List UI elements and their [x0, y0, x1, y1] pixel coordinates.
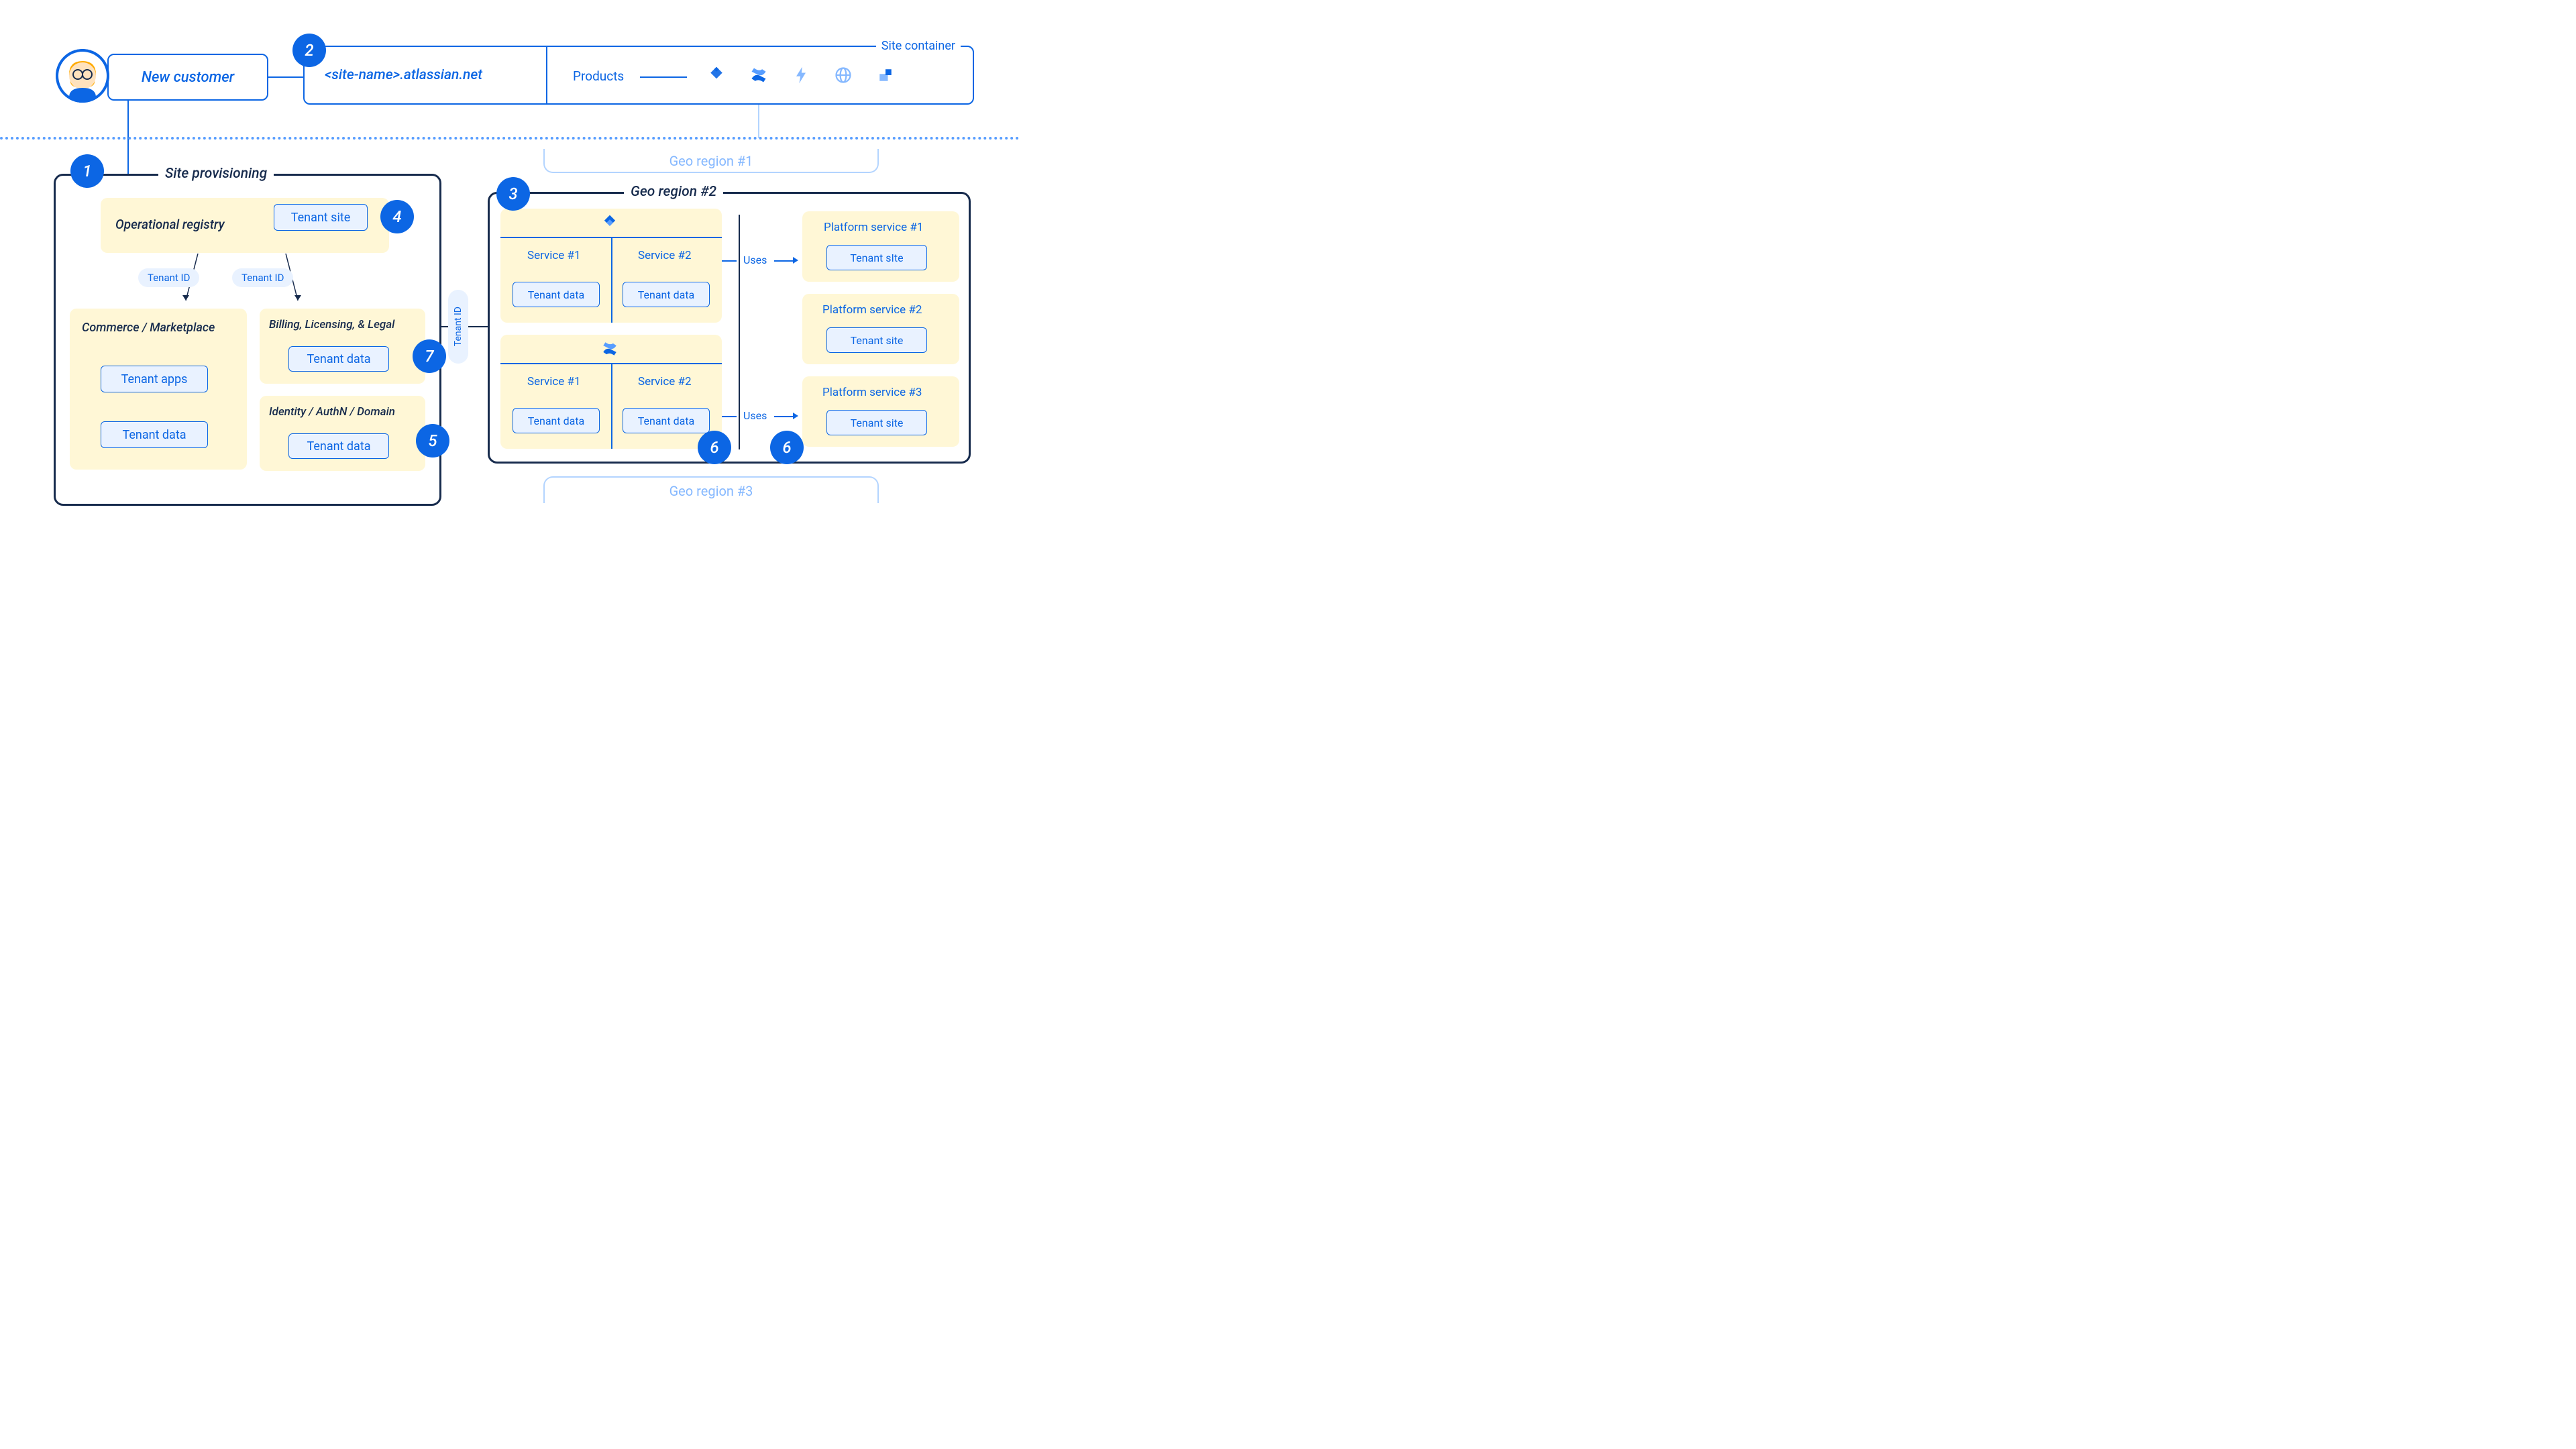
tenant-data-conf-1: Tenant data — [513, 408, 600, 433]
badge-2: 2 — [292, 34, 326, 67]
site-geo-vline — [758, 105, 759, 138]
commerce-label: Commerce / Marketplace — [82, 321, 215, 335]
uses-line-2b — [774, 416, 793, 417]
service-2-label-b: Service #2 — [638, 375, 692, 388]
uses-label-1: Uses — [743, 254, 767, 266]
bolt-icon — [792, 66, 810, 85]
tenant-data-conf-2: Tenant data — [623, 408, 710, 433]
site-container-label: Site container — [876, 39, 961, 53]
geo-region-1-label: Geo region #1 — [669, 153, 753, 169]
identity-label: Identity / AuthN / Domain — [269, 405, 395, 419]
platform-1-label: Platform service #1 — [824, 221, 923, 234]
operational-registry-label: Operational registry — [115, 217, 225, 232]
connector-line — [268, 76, 303, 78]
uses-line-2 — [722, 416, 737, 417]
uses-arrow-1 — [793, 257, 798, 264]
uses-line-1b — [774, 260, 793, 262]
geo-region-3-label: Geo region #3 — [669, 483, 753, 499]
tenant-data-chip-identity: Tenant data — [288, 433, 389, 459]
globe-icon — [834, 66, 853, 85]
tenant-id-pill-right: Tenant ID — [232, 268, 293, 287]
billing-label: Billing, Licensing, & Legal — [269, 318, 394, 331]
geo-divider — [739, 215, 740, 449]
badge-6a: 6 — [698, 431, 731, 464]
platform-3-label: Platform service #3 — [822, 386, 922, 399]
uses-line-1 — [722, 260, 737, 262]
service-1-label-b: Service #1 — [527, 375, 581, 388]
tenant-site-plat-1: Tenant sIte — [826, 245, 927, 270]
jira-icon — [601, 214, 619, 231]
tenant-data-jira-1: Tenant data — [513, 282, 600, 307]
tenant-data-jira-2: Tenant data — [623, 282, 710, 307]
expand-icon — [876, 66, 895, 85]
tenant-apps-chip: Tenant apps — [101, 366, 208, 392]
badge-3: 3 — [496, 177, 530, 211]
dotted-separator — [0, 137, 1020, 140]
tenant-site-plat-3: Tenant site — [826, 410, 927, 435]
tenant-data-chip-billing: Tenant data — [288, 346, 389, 372]
site-provisioning-title: Site provisioning — [158, 166, 274, 182]
badge-7: 7 — [413, 339, 446, 373]
tenant-data-chip-commerce: Tenant data — [101, 421, 208, 448]
badge-4: 4 — [380, 200, 414, 233]
uses-label-2: Uses — [743, 409, 767, 422]
customer-avatar — [56, 49, 109, 103]
new-customer-box: New customer — [107, 54, 268, 101]
service-2-label: Service #2 — [638, 249, 692, 262]
jira-icon — [707, 66, 726, 85]
tenant-id-pill-left: Tenant ID — [138, 268, 199, 287]
products-line — [640, 76, 687, 78]
confluence-icon — [601, 340, 619, 358]
tenant-site-chip: Tenant site — [274, 204, 368, 231]
confluence-icon — [749, 66, 768, 85]
badge-5: 5 — [416, 424, 449, 458]
product-icons — [707, 66, 895, 85]
badge-6b: 6 — [770, 431, 804, 464]
tenant-site-plat-2: Tenant site — [826, 327, 927, 353]
uses-arrow-2 — [793, 413, 798, 419]
site-url-label: <site-name>.atlassian.net — [325, 67, 482, 83]
geo-region-2-title: Geo region #2 — [624, 184, 723, 200]
products-label: Products — [573, 68, 624, 84]
badge-1: 1 — [70, 154, 104, 188]
tenant-id-vertical-pill: Tenant ID — [448, 290, 468, 364]
site-container-box: <site-name>.atlassian.net Site container… — [303, 46, 974, 105]
new-customer-label: New customer — [142, 69, 234, 86]
geo-region-1-ghost: Geo region #1 — [543, 149, 879, 173]
platform-2-label: Platform service #2 — [822, 303, 922, 317]
service-1-label: Service #1 — [527, 249, 581, 262]
geo-region-3-ghost: Geo region #3 — [543, 476, 879, 503]
